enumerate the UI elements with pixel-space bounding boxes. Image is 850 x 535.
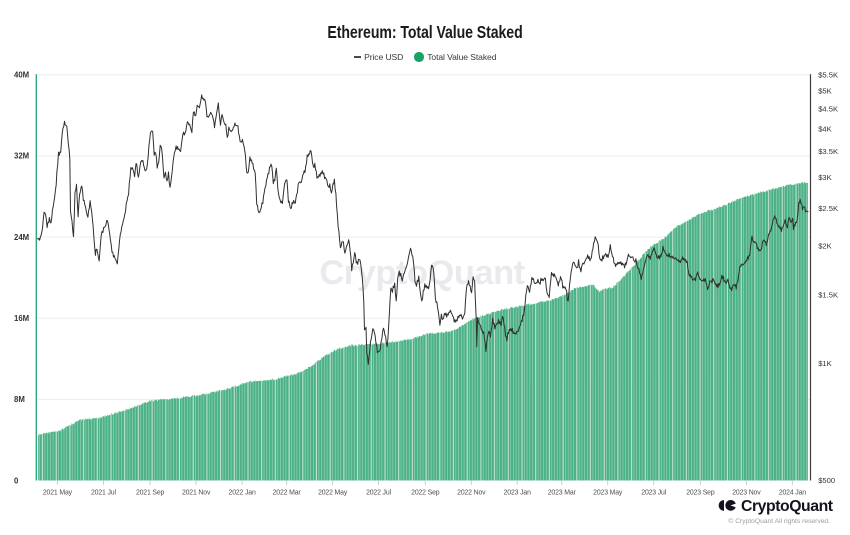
svg-text:$4K: $4K [818, 124, 832, 133]
svg-text:$3.5K: $3.5K [818, 147, 838, 156]
svg-text:2022 Mar: 2022 Mar [273, 489, 302, 496]
svg-text:CryptoQuant: CryptoQuant [319, 254, 525, 292]
svg-text:2022 May: 2022 May [318, 489, 348, 496]
svg-text:32M: 32M [14, 152, 29, 161]
svg-text:8M: 8M [14, 395, 25, 404]
svg-text:© CryptoQuant All rights reser: © CryptoQuant All rights reserved. [728, 517, 830, 525]
svg-text:$4.5K: $4.5K [818, 104, 838, 113]
svg-text:2021 May: 2021 May [43, 489, 73, 496]
svg-text:2022 Nov: 2022 Nov [457, 489, 486, 496]
svg-text:2021 Sep: 2021 Sep [136, 489, 165, 496]
svg-text:2023 May: 2023 May [593, 489, 623, 496]
svg-text:40M: 40M [14, 71, 29, 80]
svg-text:$1.5K: $1.5K [818, 290, 838, 299]
svg-text:2022 Jan: 2022 Jan [229, 489, 256, 496]
svg-text:CryptoQuant: CryptoQuant [741, 498, 834, 515]
svg-text:2021 Jul: 2021 Jul [91, 489, 116, 496]
svg-text:16M: 16M [14, 314, 29, 323]
svg-text:$2K: $2K [818, 242, 832, 251]
svg-text:2023 Jul: 2023 Jul [641, 489, 666, 496]
svg-text:2023 Jan: 2023 Jan [504, 489, 531, 496]
svg-text:2023 Mar: 2023 Mar [548, 489, 577, 496]
svg-text:$3K: $3K [818, 173, 832, 182]
svg-text:0: 0 [14, 476, 19, 485]
svg-text:2021 Nov: 2021 Nov [182, 489, 211, 496]
svg-text:$500: $500 [818, 476, 835, 485]
svg-text:$5.5K: $5.5K [818, 70, 838, 79]
svg-text:2024 Jan: 2024 Jan [779, 489, 806, 496]
svg-text:$5K: $5K [818, 87, 832, 96]
svg-text:2022 Sep: 2022 Sep [411, 489, 440, 496]
svg-text:$2.5K: $2.5K [818, 204, 838, 213]
svg-text:24M: 24M [14, 233, 29, 242]
svg-text:$1K: $1K [818, 359, 832, 368]
svg-text:2023 Nov: 2023 Nov [732, 489, 761, 496]
svg-text:2023 Sep: 2023 Sep [686, 489, 715, 496]
svg-text:2022 Jul: 2022 Jul [366, 489, 391, 496]
